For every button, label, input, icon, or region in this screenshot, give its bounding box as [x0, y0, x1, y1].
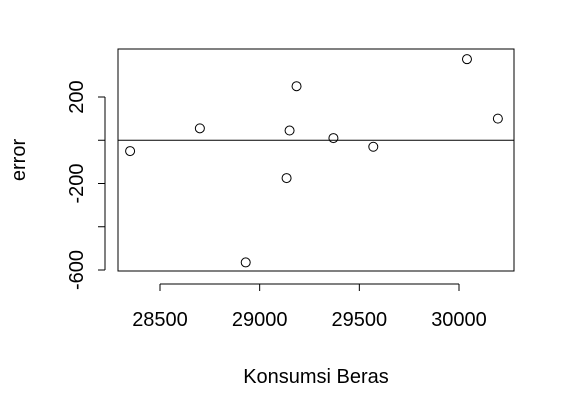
x-tick-label: 29000: [232, 309, 288, 331]
x-axis: 28500 29000 29500 30000: [132, 283, 487, 331]
data-point: [240, 257, 251, 268]
plot-frame: [117, 48, 515, 272]
y-tick-label: -200: [66, 163, 88, 203]
x-axis-title: Konsumsi Beras: [243, 366, 389, 388]
data-point: [125, 146, 136, 157]
x-tick-label: 29500: [332, 309, 388, 331]
y-axis: -600 -200 200: [66, 80, 106, 290]
x-tick-label: 30000: [431, 309, 487, 331]
data-point: [328, 133, 339, 144]
data-point: [291, 81, 302, 92]
y-axis-title: error: [8, 139, 30, 182]
data-point: [194, 123, 205, 134]
data-point: [368, 141, 379, 152]
data-points: [125, 54, 503, 268]
y-tick-label: -600: [66, 250, 88, 290]
data-point: [284, 125, 295, 136]
y-tick-label: 200: [66, 80, 88, 113]
x-tick-label: 28500: [132, 309, 188, 331]
data-point: [461, 54, 472, 65]
data-point: [492, 113, 503, 124]
data-point: [281, 173, 292, 184]
